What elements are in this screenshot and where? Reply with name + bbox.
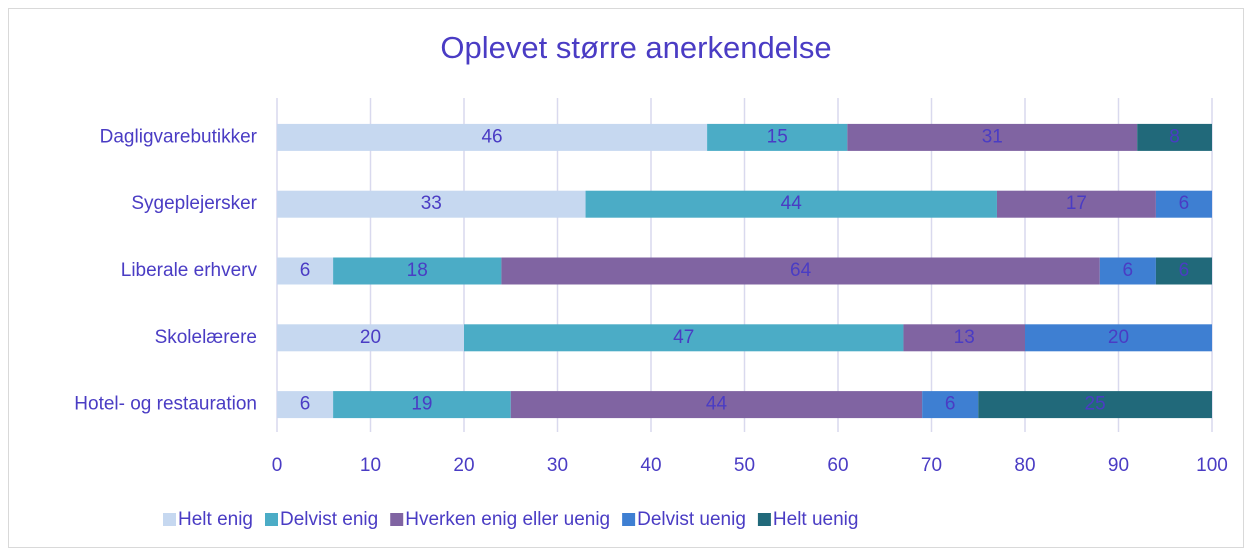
bar-segment	[1025, 324, 1212, 352]
data-label: 6	[1123, 260, 1134, 281]
bar-segment	[903, 324, 1025, 352]
data-label: 46	[481, 126, 502, 147]
data-label: 47	[673, 327, 694, 348]
bar-segment	[922, 391, 979, 419]
data-label: 6	[1179, 260, 1190, 281]
x-tick-label: 100	[1196, 455, 1228, 476]
data-label: 44	[706, 394, 728, 415]
legend-label: Helt uenig	[773, 509, 859, 530]
data-label: 13	[954, 327, 975, 348]
data-label: 19	[411, 394, 432, 415]
bar-segment	[1099, 257, 1156, 285]
data-label: 33	[421, 193, 442, 214]
bar-segment	[501, 257, 1100, 285]
x-tick-label: 30	[547, 455, 568, 476]
data-label: 20	[1108, 327, 1129, 348]
bar-segment	[707, 123, 848, 151]
x-tick-label: 60	[827, 455, 848, 476]
x-tick-label: 90	[1108, 455, 1129, 476]
legend-label: Helt enig	[178, 509, 253, 530]
bar-segment	[277, 123, 708, 151]
data-label: 6	[1179, 193, 1190, 214]
data-label: 6	[300, 260, 311, 281]
legend-swatch	[622, 513, 636, 526]
x-tick-label: 0	[272, 455, 283, 476]
data-label: 6	[945, 394, 956, 415]
y-tick-label: Skolelærere	[155, 327, 257, 348]
x-tick-label: 40	[640, 455, 661, 476]
bar-segment	[847, 123, 1138, 151]
data-label: 25	[1085, 394, 1106, 415]
data-label: 8	[1169, 126, 1180, 147]
bar-segment	[1155, 257, 1212, 285]
legend-label: Delvist uenig	[637, 509, 746, 530]
x-tick-label: 20	[453, 455, 474, 476]
bar-segment	[978, 391, 1212, 419]
data-label: 44	[781, 193, 803, 214]
bar-segment	[277, 391, 334, 419]
legend-swatch	[265, 513, 278, 526]
chart-title: Oplevet større anerkendelse	[440, 30, 831, 65]
y-tick-label: Liberale erhverv	[121, 260, 258, 281]
bar-segment	[464, 324, 904, 352]
legend-swatch	[163, 513, 176, 526]
x-tick-label: 10	[360, 455, 381, 476]
y-tick-label: Dagligvarebutikker	[100, 126, 258, 147]
bar-segment	[510, 391, 923, 419]
bar-segment	[277, 257, 334, 285]
bar-segment	[333, 257, 502, 285]
x-tick-label: 70	[921, 455, 942, 476]
bar-segment	[277, 190, 586, 218]
data-label: 18	[407, 260, 428, 281]
data-label: 64	[790, 260, 812, 281]
y-tick-label: Sygeplejersker	[131, 193, 257, 214]
bar-segment	[277, 324, 464, 352]
data-label: 15	[767, 126, 788, 147]
bar-segment	[1137, 123, 1212, 151]
data-label: 17	[1066, 193, 1087, 214]
x-tick-label: 80	[1014, 455, 1035, 476]
legend-swatch	[757, 513, 771, 526]
data-label: 20	[360, 327, 381, 348]
bar-segment	[1155, 190, 1212, 218]
legend-label: Delvist enig	[280, 509, 378, 530]
bar-segment	[996, 190, 1156, 218]
bar-segment	[585, 190, 997, 218]
data-label: 6	[300, 394, 311, 415]
x-tick-label: 50	[734, 455, 755, 476]
data-label: 31	[982, 126, 1003, 147]
legend-label: Hverken enig eller uenig	[405, 509, 610, 530]
legend-swatch	[390, 513, 404, 526]
bar-segment	[333, 391, 511, 419]
y-tick-label: Hotel- og restauration	[74, 394, 257, 415]
